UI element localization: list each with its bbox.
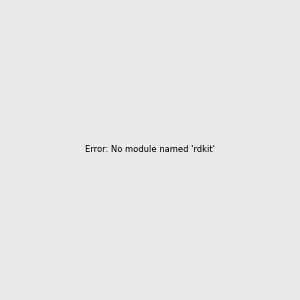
Text: Error: No module named 'rdkit': Error: No module named 'rdkit' xyxy=(85,146,215,154)
